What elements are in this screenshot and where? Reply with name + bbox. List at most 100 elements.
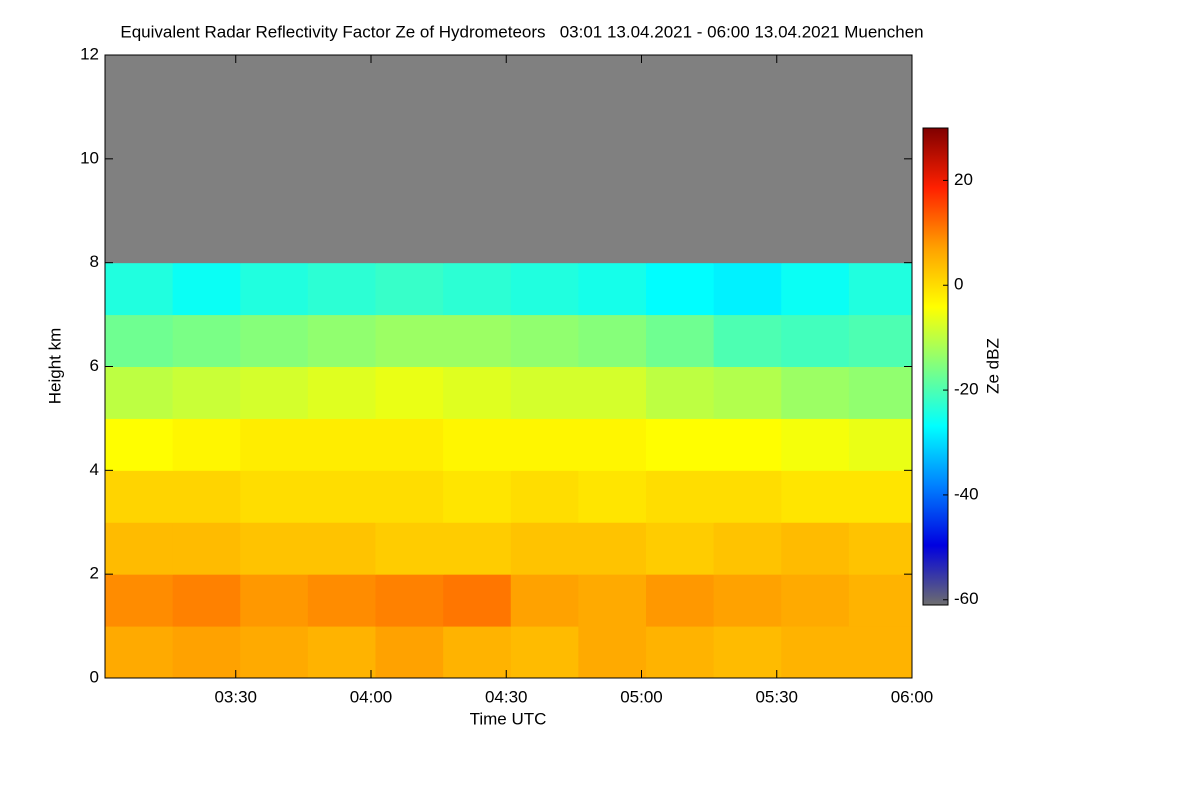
heat-cell — [646, 106, 715, 160]
heat-cell — [105, 210, 174, 264]
heat-cell — [646, 314, 715, 367]
heat-cell — [172, 470, 241, 523]
heat-cell — [848, 106, 913, 160]
heat-cell — [240, 366, 309, 419]
heat-cell — [307, 522, 377, 575]
heat-cell — [646, 210, 715, 264]
heat-cell — [848, 470, 913, 523]
heat-cell — [578, 574, 647, 627]
heat-cell — [578, 210, 647, 264]
y-tick-label: 12 — [80, 44, 99, 63]
heat-cell — [307, 158, 377, 212]
heat-cell — [713, 574, 782, 627]
heat-cell — [713, 262, 782, 316]
heat-cell — [375, 574, 444, 627]
heat-cell — [240, 158, 309, 212]
heat-cell — [443, 470, 512, 523]
heat-cell — [848, 574, 913, 627]
heat-cell — [781, 522, 850, 575]
heat-cell — [510, 626, 579, 679]
heat-cell — [646, 522, 715, 575]
heat-cell — [105, 418, 174, 471]
heat-cell — [375, 366, 444, 419]
heat-cell — [848, 55, 913, 108]
heat-cell — [443, 262, 512, 316]
heat-cell — [307, 106, 377, 160]
heat-cell — [781, 470, 850, 523]
heat-cell — [172, 418, 241, 471]
heat-cell — [510, 158, 579, 212]
heat-cell — [375, 158, 444, 212]
heat-cell — [510, 470, 579, 523]
heat-cell — [443, 55, 512, 108]
heat-cell — [240, 522, 309, 575]
heat-cell — [510, 522, 579, 575]
y-tick-label: 10 — [80, 148, 99, 167]
heat-cell — [307, 210, 377, 264]
heat-cell — [240, 262, 309, 316]
heat-cell — [510, 418, 579, 471]
heat-cell — [172, 210, 241, 264]
heat-cell — [510, 574, 579, 627]
heat-cell — [172, 366, 241, 419]
colorbar-tick-label: -40 — [954, 484, 979, 503]
heat-cell — [443, 366, 512, 419]
heat-cell — [781, 262, 850, 316]
heat-cell — [510, 55, 579, 108]
heat-cell — [510, 106, 579, 160]
heat-cell — [105, 626, 174, 679]
heat-cell — [713, 522, 782, 575]
heat-cell — [848, 418, 913, 471]
heat-cell — [172, 574, 241, 627]
x-tick-label: 05:30 — [755, 687, 798, 706]
heat-cell — [578, 470, 647, 523]
heat-cell — [240, 574, 309, 627]
colorbar — [922, 127, 949, 606]
heat-cell — [510, 366, 579, 419]
heat-cell — [781, 626, 850, 679]
heat-cell — [578, 366, 647, 419]
heat-cell — [578, 55, 647, 108]
heat-cell — [578, 418, 647, 471]
x-tick-label: 03:30 — [214, 687, 257, 706]
heat-cell — [781, 106, 850, 160]
heat-cell — [375, 626, 444, 679]
y-tick-label: 6 — [90, 356, 99, 375]
colorbar-tick-label: -60 — [954, 589, 979, 608]
heat-cell — [375, 470, 444, 523]
heat-cell — [105, 366, 174, 419]
y-tick-label: 2 — [90, 564, 99, 583]
heat-cell — [646, 470, 715, 523]
heat-cell — [172, 106, 241, 160]
heat-cell — [105, 470, 174, 523]
heat-cell — [578, 626, 647, 679]
heat-cell — [510, 210, 579, 264]
heat-cell — [848, 262, 913, 316]
heat-cell — [172, 55, 241, 108]
heat-cell — [578, 522, 647, 575]
heat-cell — [240, 626, 309, 679]
heat-cell — [172, 522, 241, 575]
heat-cell — [172, 626, 241, 679]
heat-cell — [240, 418, 309, 471]
heat-cell — [646, 158, 715, 212]
heat-cell — [307, 314, 377, 367]
heat-cell — [713, 470, 782, 523]
heat-cell — [443, 574, 512, 627]
heat-cell — [375, 522, 444, 575]
heat-cell — [646, 262, 715, 316]
heat-cell — [375, 262, 444, 316]
heat-cell — [578, 106, 647, 160]
heat-cell — [646, 574, 715, 627]
heat-cell — [375, 55, 444, 108]
heat-cell — [848, 522, 913, 575]
heat-cell — [172, 262, 241, 316]
x-tick-label: 04:00 — [350, 687, 393, 706]
heat-cell — [848, 158, 913, 212]
heat-cell — [646, 418, 715, 471]
heat-cell — [172, 314, 241, 367]
heat-cell — [240, 470, 309, 523]
heat-cell — [443, 418, 512, 471]
heat-cell — [781, 158, 850, 212]
